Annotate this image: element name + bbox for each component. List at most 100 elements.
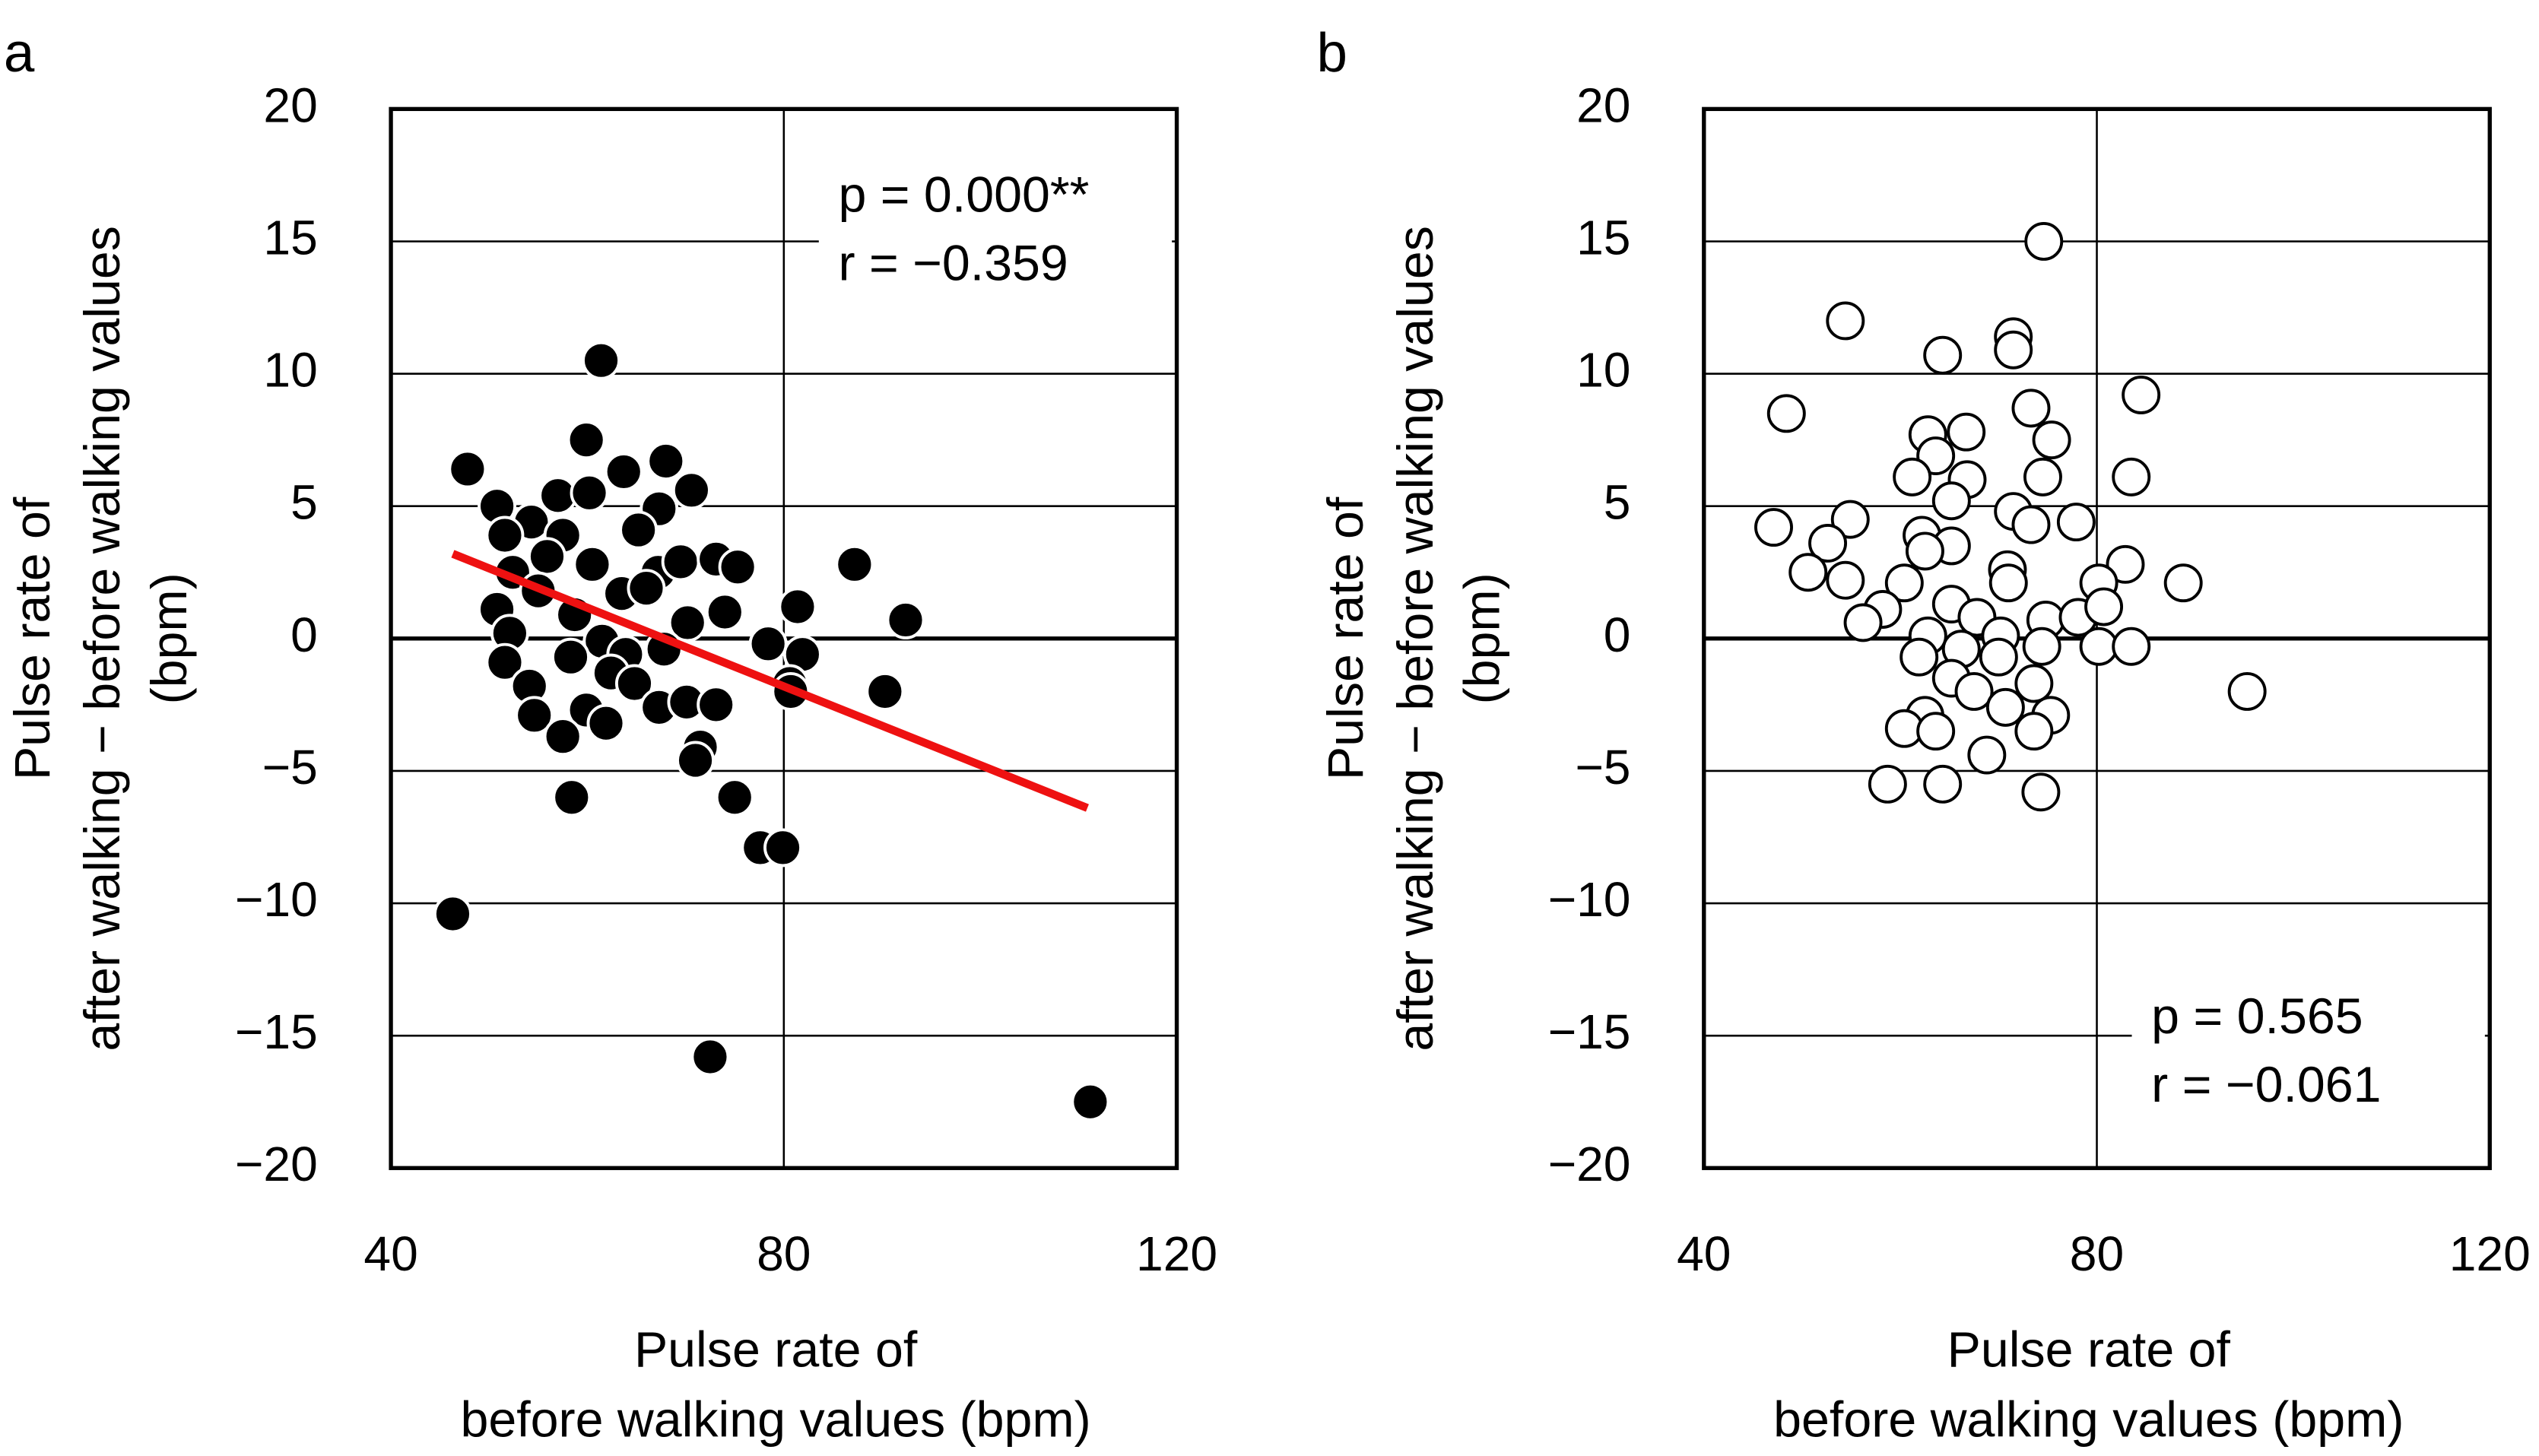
point [2023,457,2062,496]
point [1788,553,1828,592]
panel-label: a [4,22,35,84]
y-tick-label: 10 [1576,343,1630,398]
point [1954,672,1994,711]
point [570,473,609,512]
point [2014,712,2054,751]
point [552,778,592,817]
panel-label: b [1317,22,1347,84]
point [1979,637,2018,677]
point [1923,764,1963,804]
y-axis-label: after walking − before walking values [1388,226,1444,1052]
point [485,642,525,682]
point [2079,626,2118,666]
x-axis-label: before walking values (bpm) [1773,1392,2404,1448]
point [567,420,606,460]
y-axis-label: Pulse rate of [1318,496,1374,780]
point [1994,330,2033,370]
x-tick-label: 40 [1677,1226,1731,1281]
point [661,542,700,582]
y-tick-label: 20 [263,78,317,132]
point [1947,412,1986,452]
point [1893,457,1932,496]
point [2163,563,2203,603]
point [697,685,736,725]
annotation: p = 0.000** [838,167,1089,224]
annotation-box [2131,975,2485,1120]
point [690,1037,730,1077]
y-tick-label: 15 [1576,210,1630,265]
point [1071,1082,1110,1121]
point [886,600,925,639]
point [668,603,707,642]
point [835,544,874,584]
point [1967,735,2007,775]
point [1923,335,1963,375]
point [528,537,567,576]
point [2122,375,2161,414]
point [485,515,525,555]
point [676,741,716,780]
annotation: r = −0.359 [838,235,1068,291]
point [646,442,686,481]
x-tick-label: 80 [2070,1226,2124,1281]
x-axis-label: Pulse rate of [1947,1322,2231,1378]
annotation: r = −0.061 [2151,1057,2381,1113]
point [582,341,620,380]
y-tick-label: −10 [1548,872,1631,927]
point [2084,587,2124,626]
annotation-box [818,154,1173,298]
x-tick-label: 80 [757,1226,811,1281]
point [2011,389,2051,428]
y-axis-label: (bpm) [1455,573,1511,704]
point [865,672,905,711]
y-tick-label: 5 [290,475,318,530]
annotation: p = 0.565 [2151,988,2363,1045]
point [543,717,582,757]
point [2021,772,2061,812]
point [1884,563,1924,603]
x-tick-label: 120 [2449,1226,2531,1281]
point [1766,394,1806,433]
y-axis-label: after walking − before walking values [75,226,131,1052]
point [2106,544,2145,584]
panel: a −20 −15 −10 −5 0 5 10 15 20 40 80 120 p = 0.000** r … [4,22,1217,1448]
x-axis-label: before walking values (bpm) [460,1392,1090,1448]
point [614,664,654,703]
y-tick-label: −20 [1548,1137,1631,1191]
point [2056,503,2096,542]
point [515,696,554,735]
y-axis-label: Pulse rate of [5,496,61,780]
y-axis-label: (bpm) [141,573,198,704]
point [448,449,487,489]
x-axis-label: Pulse rate of [634,1322,918,1378]
point [715,778,754,817]
point [433,894,472,934]
y-tick-label: 10 [263,343,317,398]
y-tick-label: −5 [1575,740,1630,795]
point [748,624,788,664]
y-tick-label: −5 [262,740,318,795]
point [2024,222,2064,261]
y-tick-label: −10 [235,872,318,927]
plot-frame [1702,106,2492,1170]
panel: b −20 −15 −10 −5 0 5 10 15 20 40 80 120 p = 0.565 r = … [1317,22,2531,1448]
point [2022,626,2061,666]
point [2227,672,2267,711]
y-tick-label: −15 [235,1004,318,1059]
y-tick-label: 5 [1604,475,1631,530]
point [1899,637,1939,677]
point [1826,301,1865,341]
point [763,828,802,868]
point [551,637,590,677]
y-tick-label: −20 [235,1137,318,1191]
point [1985,687,2025,727]
point [1988,563,2028,603]
point [1916,712,1956,751]
point [2112,457,2151,496]
y-tick-label: −15 [1548,1004,1631,1059]
trend-line [451,550,1089,812]
point [1931,481,1971,521]
point [627,569,666,608]
